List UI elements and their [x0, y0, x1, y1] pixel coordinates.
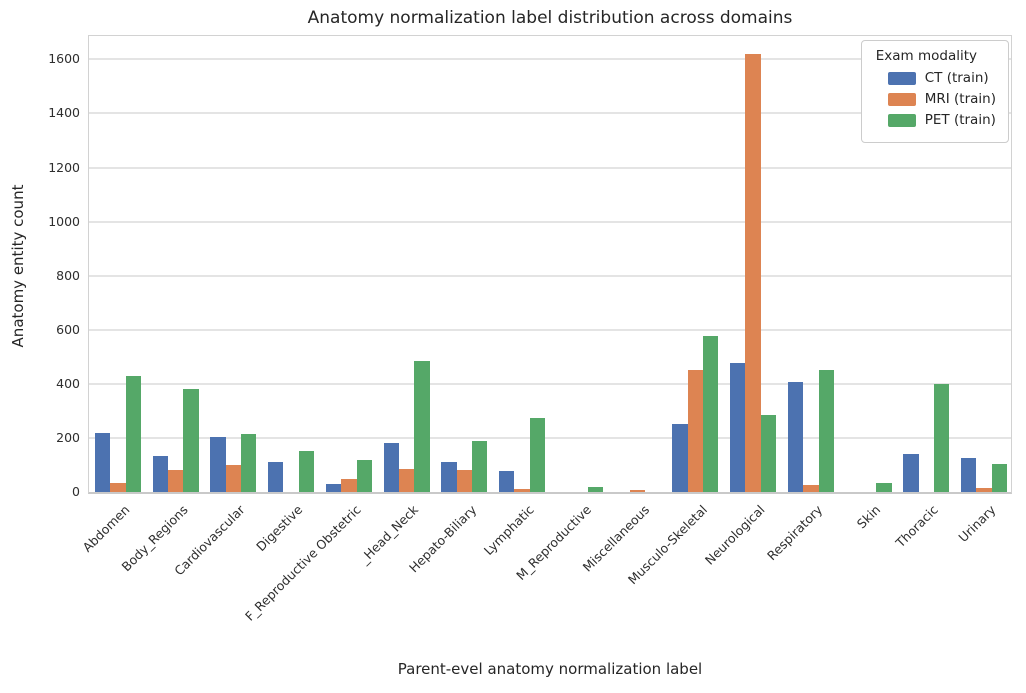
bar-pet-hepato-biliary	[472, 441, 488, 492]
bar-mri-f-reproductive-obstetric	[341, 479, 357, 492]
y-tick-label: 400	[56, 375, 80, 391]
bar-pet--head-neck	[414, 360, 430, 492]
gridline-y1000	[89, 220, 1011, 223]
legend-swatch-icon	[887, 92, 916, 106]
gridline-y600	[89, 328, 1011, 331]
bar-pet-neurological	[760, 414, 777, 492]
x-tick-label: Respiratory	[764, 502, 826, 564]
bar-pet-skin	[876, 483, 892, 492]
bar-mri-miscellaneous	[629, 489, 646, 492]
bar-mri-lymphatic	[514, 489, 530, 492]
bar-ct-thoracic	[903, 454, 919, 492]
bar-pet-lymphatic	[529, 417, 546, 492]
bar-pet-thoracic	[934, 384, 950, 492]
legend-entry: PET (train)	[887, 112, 996, 128]
bar-mri-urinary	[976, 487, 992, 492]
plot-area: Exam modality CT (train) MRI (train) PET (…	[88, 35, 1012, 494]
legend-label: PET (train)	[924, 112, 996, 128]
bar-ct-hepato-biliary	[441, 461, 457, 492]
bar-pet-digestive	[298, 450, 315, 492]
x-tick-label: _Head_Neck	[356, 502, 422, 567]
bar-ct-lymphatic	[499, 470, 515, 492]
legend-label: MRI (train)	[924, 91, 996, 107]
x-tick-label: Digestive	[253, 502, 306, 555]
y-tick-label: 600	[56, 321, 80, 337]
gridline-y1200	[89, 166, 1011, 169]
bar-ct-urinary	[961, 458, 977, 492]
y-tick-label: 800	[56, 267, 80, 283]
chart-title: Anatomy normalization label distribution…	[307, 8, 793, 28]
y-tick-label: 1200	[48, 159, 80, 175]
legend-title: Exam modality	[875, 48, 978, 64]
x-tick-label: F_Reproductive Obstetric	[241, 502, 364, 624]
x-tick-label: Thoracic	[892, 502, 941, 551]
y-tick-label: 200	[56, 429, 80, 445]
bar-mri-respiratory	[803, 485, 819, 492]
bar-pet-cardiovascular	[241, 433, 257, 492]
bar-ct-f-reproductive-obstetric	[325, 484, 342, 492]
bar-ct-musculo-skeletal	[672, 423, 688, 492]
x-tick-label: Urinary	[955, 502, 999, 546]
bar-mri-musculo-skeletal	[687, 369, 704, 492]
bar-ct-neurological	[730, 362, 746, 492]
x-tick-label: Abdomen	[79, 502, 133, 555]
gridline-y1600	[89, 58, 1011, 61]
bar-mri--head-neck	[398, 469, 415, 492]
bar-pet-urinary	[991, 464, 1008, 492]
bar-mri-body-regions	[167, 470, 184, 492]
bar-pet-m-reproductive	[587, 486, 603, 492]
y-axis-label: Anatomy entity count	[9, 184, 27, 348]
y-tick-label: 1400	[48, 105, 80, 121]
bar-ct--head-neck	[383, 442, 399, 492]
bar-ct-body-regions	[152, 455, 168, 492]
x-tick-label: Skin	[853, 502, 884, 532]
bar-mri-hepato-biliary	[456, 470, 473, 492]
legend-entry: MRI (train)	[887, 91, 996, 107]
y-tick-label: 0	[72, 484, 80, 499]
legend-label: CT (train)	[924, 70, 989, 86]
legend-swatch-icon	[887, 113, 916, 127]
bar-ct-respiratory	[787, 381, 804, 492]
gridline-y400	[89, 382, 1011, 385]
legend-entry: CT (train)	[887, 70, 996, 86]
bar-pet-respiratory	[818, 369, 834, 492]
gridline-y200	[89, 436, 1011, 439]
legend-entries: CT (train) MRI (train) PET (train)	[874, 70, 996, 128]
legend: Exam modality CT (train) MRI (train) PET (…	[860, 40, 1009, 143]
gridline-y1400	[89, 112, 1011, 115]
bar-pet-f-reproductive-obstetric	[356, 460, 372, 492]
bar-pet-body-regions	[183, 389, 199, 492]
x-tick-label: Neurological	[701, 502, 768, 568]
bar-mri-cardiovascular	[225, 464, 242, 492]
bar-ct-abdomen	[94, 433, 111, 492]
gridline-y800	[89, 274, 1011, 277]
bar-mri-abdomen	[110, 482, 126, 492]
y-tick-label: 1600	[48, 51, 80, 67]
bar-ct-digestive	[268, 461, 284, 492]
bar-pet-musculo-skeletal	[703, 335, 719, 492]
bar-mri-neurological	[745, 53, 761, 492]
x-axis-label: Parent-evel anatomy normalization label	[397, 660, 703, 678]
y-tick-label: 1000	[48, 213, 80, 229]
bar-ct-cardiovascular	[210, 436, 226, 492]
x-tick-label: Lymphatic	[480, 502, 537, 558]
legend-swatch-icon	[887, 71, 916, 85]
bar-pet-abdomen	[125, 375, 141, 492]
